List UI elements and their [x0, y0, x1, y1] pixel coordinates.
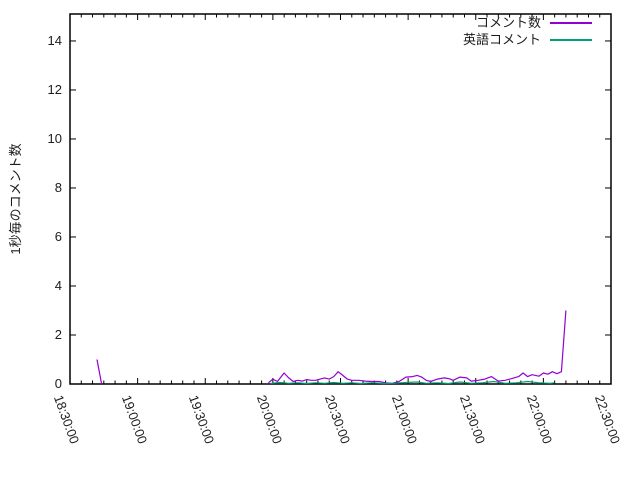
y-tick-label: 4: [54, 277, 62, 293]
legend-label-english-comments: 英語コメント: [462, 32, 541, 47]
legend: コメント数 英語コメント: [463, 15, 592, 47]
legend-entry: コメント数: [476, 15, 592, 30]
y-tick-label: 10: [47, 130, 62, 146]
legend-entry: 英語コメント: [463, 32, 592, 47]
series-line-0: [96, 359, 103, 385]
series-line-1: [270, 380, 555, 385]
legend-line-sample-english-comments: [550, 38, 592, 41]
series-line-0: [268, 310, 567, 384]
y-tick-label: 6: [54, 228, 62, 244]
y-tick-label: 12: [47, 81, 62, 97]
plot-border: [69, 13, 612, 385]
y-axis-title: 1秒毎のコメント数: [8, 143, 23, 255]
y-tick-label: 14: [47, 32, 62, 48]
y-tick-label: 2: [54, 326, 62, 342]
legend-label-comments: コメント数: [475, 15, 541, 30]
legend-line-sample-comments: [550, 21, 592, 24]
y-tick-label: 0: [54, 376, 62, 391]
y-tick-label: 8: [54, 179, 62, 195]
